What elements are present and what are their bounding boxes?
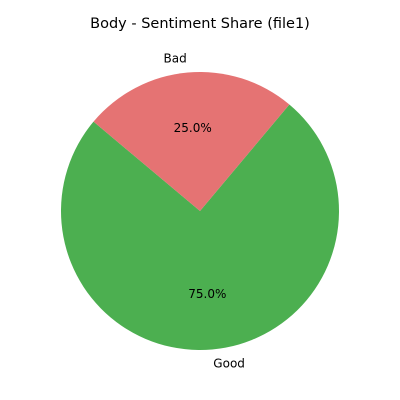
slice-percent-bad: 25.0% [174,121,212,135]
pie-slices [60,71,339,350]
pie-slice-good [60,104,339,350]
chart-title: Body - Sentiment Share (file1) [90,16,310,32]
slice-percent-good: 75.0% [188,287,226,301]
slice-label-good: Good [213,356,245,370]
pie-slice-bad [93,71,290,212]
slice-label-bad: Bad [163,52,186,66]
pie-labels: Good 75.0% Bad 25.0% [163,52,244,371]
